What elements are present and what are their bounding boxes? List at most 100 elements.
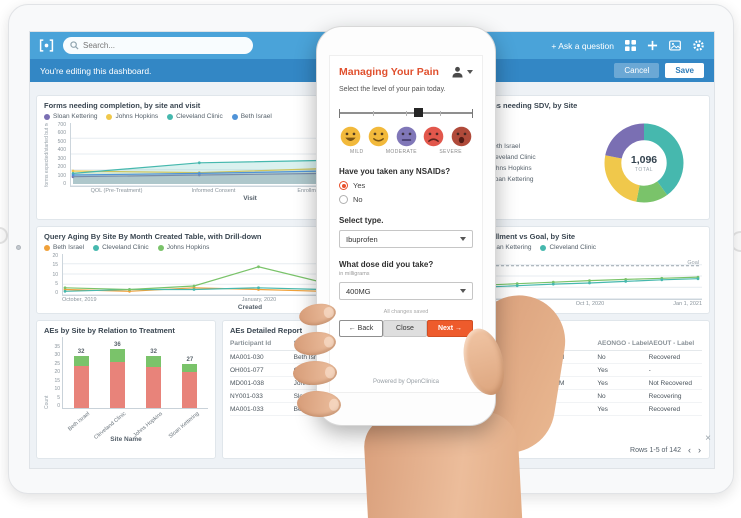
card-title: AEs by Site by Relation to Treatment — [44, 326, 175, 335]
legend-dot-icon — [540, 244, 547, 251]
bar-value-label: 36 — [114, 342, 121, 349]
next-button[interactable]: Next → — [427, 320, 473, 337]
bar-column: 32 Beth Israel — [65, 337, 97, 433]
chart-legend: Sloan Kettering Cleveland Clinic — [478, 244, 702, 251]
ask-question-button[interactable]: + Ask a question — [551, 40, 614, 51]
apps-grid-icon[interactable] — [625, 40, 636, 51]
legend-label: Johns Hopkins — [115, 113, 159, 120]
pain-face-sad-icon[interactable] — [423, 126, 444, 147]
account-menu-button[interactable] — [451, 66, 473, 78]
bar-segment[interactable] — [109, 362, 125, 408]
add-icon[interactable] — [647, 40, 658, 51]
survey-title: Managing Your Pain — [339, 66, 439, 78]
bar-value-label: 27 — [186, 356, 194, 363]
phone-device: Managing Your Pain Select the level of y… — [316, 26, 496, 426]
legend-dot-icon — [231, 113, 238, 120]
x-axis-label: Created — [237, 304, 263, 311]
bar-stack — [109, 349, 125, 408]
legend-item[interactable]: Cleveland Clinic — [167, 113, 223, 120]
radio-option-no[interactable]: No — [339, 195, 473, 204]
bar-segment[interactable] — [182, 363, 198, 373]
close-button[interactable]: Close — [383, 320, 427, 337]
type-select[interactable]: Ibuprofen — [339, 230, 473, 248]
pain-face-crying-icon[interactable] — [451, 126, 472, 147]
enrollment-chart-plot — [478, 254, 702, 300]
radio-option-yes[interactable]: Yes — [339, 181, 473, 190]
x-tick-label: Informed Consent — [191, 188, 236, 194]
bar-category-label: Beth Israel — [67, 411, 92, 433]
x-tick-label: QOL (Pre-Treatment) — [90, 188, 143, 194]
legend-item[interactable]: Johns Hopkins — [106, 113, 158, 120]
y-tick-label: 500 — [57, 138, 66, 145]
legend-label: Cleveland Clinic — [489, 154, 536, 161]
settings-gear-icon[interactable] — [692, 39, 705, 52]
table-column-header[interactable]: Participant Id — [230, 338, 294, 351]
bar-segment[interactable] — [73, 355, 89, 366]
card-enrollment: Enrollment vs Goal, by Site Sloan Ketter… — [470, 226, 710, 314]
bar-value-label: 32 — [150, 348, 157, 355]
y-tick-label: 0 — [55, 290, 58, 296]
y-tick-label: 35 — [54, 344, 60, 350]
table-cell: Not Recovered — [648, 376, 702, 390]
search-input[interactable] — [83, 41, 246, 50]
legend-item[interactable]: Cleveland Clinic — [93, 244, 149, 251]
type-label: Select type. — [339, 216, 384, 225]
chart-legend: Sloan Kettering Johns Hopkins Cleveland Cl… — [44, 113, 456, 120]
table-cell: OH001-077 — [230, 363, 294, 377]
table-column-header[interactable]: AEOUT - Label — [648, 338, 702, 351]
legend-item[interactable]: Cleveland Clinic — [540, 244, 596, 251]
table-column-header[interactable]: AEONGO - Label — [597, 338, 649, 351]
x-tick-label: October, 2019 — [62, 297, 97, 303]
image-icon[interactable] — [669, 40, 681, 51]
y-tick-label: 25 — [54, 360, 60, 367]
sdv-donut-chart[interactable] — [604, 123, 684, 203]
pain-slider-handle[interactable] — [414, 108, 424, 117]
legend-label: Beth Israel — [240, 113, 272, 120]
pain-face-smiling-icon[interactable] — [368, 126, 389, 147]
save-button[interactable]: Save — [665, 63, 704, 78]
pagination-next-button[interactable]: › — [698, 445, 701, 455]
y-axis-label: forms expected/started but not completed — [44, 123, 50, 187]
bar-segment[interactable] — [73, 365, 89, 408]
pain-faces-row — [339, 126, 473, 147]
bar-segment[interactable] — [109, 349, 125, 363]
card-title: Forms needing completion, by site and vi… — [44, 101, 201, 110]
panel-close-button[interactable]: × — [705, 433, 711, 444]
legend-label: Johns Hopkins — [489, 165, 532, 172]
y-tick-label: 0 — [57, 402, 60, 409]
bar-segment[interactable] — [146, 367, 162, 408]
y-tick-label: 5 — [55, 280, 58, 287]
table-cell: Yes — [597, 376, 649, 390]
bar-segment[interactable] — [146, 355, 162, 368]
chevron-down-icon — [467, 70, 473, 74]
legend-item[interactable]: Beth Israel — [231, 113, 272, 120]
dose-question: What dose did you take? — [339, 260, 434, 269]
legend-item[interactable]: Johns Hopkins — [157, 244, 209, 251]
back-button[interactable]: ← Back — [339, 320, 383, 337]
card-aes-by-site: AEs by Site by Relation to Treatment Cou… — [36, 320, 216, 459]
bar-segment[interactable] — [182, 372, 198, 408]
table-cell: MD001-038 — [230, 376, 294, 390]
search-box[interactable] — [63, 37, 253, 54]
pain-face-laughing-icon[interactable] — [340, 126, 361, 147]
nsaids-question: Have you taken any NSAIDs? — [339, 167, 451, 176]
legend-label: Beth Israel — [53, 244, 85, 251]
bar-column: 36 Cleveland Clinic — [94, 337, 133, 441]
legend-label: Cleveland Clinic — [102, 244, 149, 251]
slider-tick — [472, 108, 474, 118]
x-tick-label: January, 2020 — [241, 297, 277, 303]
y-tick-label: 5 — [57, 394, 60, 401]
legend-label: Sloan Kettering — [53, 113, 98, 120]
pain-face-neutral-icon[interactable] — [396, 126, 417, 147]
pain-slider[interactable] — [339, 106, 474, 119]
dose-select[interactable]: 400MG — [339, 282, 473, 300]
y-tick-label: 600 — [57, 130, 66, 137]
cancel-button[interactable]: Cancel — [614, 63, 660, 78]
legend-item[interactable]: Beth Israel — [44, 244, 84, 251]
search-icon — [70, 41, 79, 50]
hand-wrist — [362, 410, 524, 518]
pagination-prev-button[interactable]: ‹ — [688, 445, 691, 455]
app-logo-icon[interactable] — [39, 39, 54, 52]
legend-item[interactable]: Sloan Kettering — [44, 113, 97, 120]
